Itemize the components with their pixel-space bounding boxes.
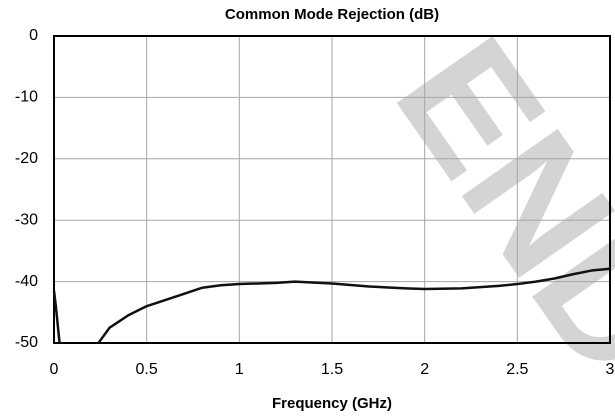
x-tick-label: 2 — [420, 361, 429, 378]
y-tick-label: -50 — [15, 334, 38, 351]
x-tick-label: 2.5 — [506, 361, 528, 378]
plot-border — [53, 35, 611, 344]
y-tick-label: -10 — [15, 89, 38, 106]
x-tick-label: 0 — [50, 361, 59, 378]
x-tick-label: 1 — [235, 361, 244, 378]
y-tick-label: 0 — [29, 27, 38, 44]
x-tick-label: 0.5 — [136, 361, 158, 378]
y-tick-label: -30 — [15, 211, 38, 228]
x-tick-label: 3 — [606, 361, 615, 378]
data-line — [52, 267, 611, 344]
y-tick-label: -40 — [15, 273, 38, 290]
x-axis-label: Frequency (GHz) — [272, 395, 392, 412]
chart-title: Common Mode Rejection (dB) — [225, 6, 439, 23]
x-tick-label: 1.5 — [321, 361, 343, 378]
y-tick-label: -20 — [15, 150, 38, 167]
watermark: END — [360, 6, 615, 409]
